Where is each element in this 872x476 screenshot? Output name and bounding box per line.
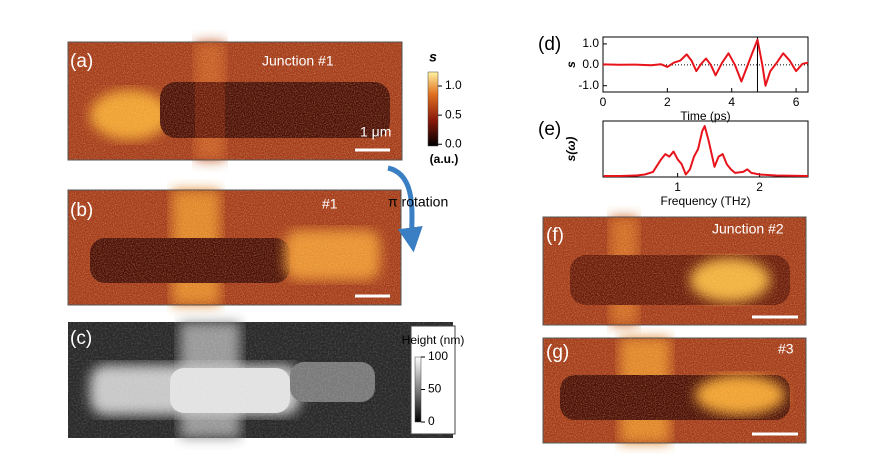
image-label: Junction #2 xyxy=(712,221,784,237)
image-g xyxy=(542,337,807,444)
data-line xyxy=(602,38,809,87)
image-label: Junction #1 xyxy=(262,53,334,69)
image-c xyxy=(68,322,456,438)
colorbar-unit: (a.u.) xyxy=(430,152,459,166)
colorbar xyxy=(427,71,439,147)
image-label: #3 xyxy=(778,341,794,357)
panel-label: (c) xyxy=(70,328,92,349)
y-tick-label: 0.0 xyxy=(582,57,599,71)
panel-label: (e) xyxy=(538,119,561,140)
x-tick-label: 4 xyxy=(728,95,735,109)
panel-label: (f) xyxy=(546,225,564,246)
colorbar-label: Height (nm) xyxy=(402,333,465,347)
image-label: #1 xyxy=(322,196,338,212)
data-line xyxy=(603,125,809,177)
panel-label: (b) xyxy=(70,200,93,221)
image-a xyxy=(67,41,403,161)
x-tick-label: 1 xyxy=(674,180,681,194)
y-axis-label: s xyxy=(564,61,578,68)
panel-label: (a) xyxy=(70,51,93,72)
plot-frame xyxy=(602,120,809,178)
y-axis-label: s(ω) xyxy=(564,137,578,162)
scale-bar-label: 1 μm xyxy=(360,124,391,140)
y-tick-label: -1.0 xyxy=(578,78,599,92)
x-axis-label: Time (ps) xyxy=(680,109,730,123)
colorbar-tick-label: 50 xyxy=(428,382,442,396)
colorbar-label: s xyxy=(429,49,437,65)
x-tick-label: 2 xyxy=(664,95,671,109)
x-tick-label: 2 xyxy=(756,180,763,194)
x-axis-label: Frequency (THz) xyxy=(660,194,750,208)
image-b xyxy=(67,189,402,306)
colorbar-tick-label: 0.0 xyxy=(445,136,462,150)
panel-label: (d) xyxy=(538,34,561,55)
rotation-arrow xyxy=(387,165,423,253)
colorbar-tick-label: 1.0 xyxy=(445,78,462,92)
colorbar-tick-label: 0 xyxy=(428,414,435,428)
panel-label: (g) xyxy=(546,342,569,363)
image-f xyxy=(542,216,807,326)
x-tick-label: 6 xyxy=(793,95,800,109)
y-tick-label: 1.0 xyxy=(582,36,599,50)
colorbar-tick-label: 0.5 xyxy=(445,107,462,121)
rotation-label: π rotation xyxy=(388,194,448,210)
x-tick-label: 0 xyxy=(600,95,607,109)
colorbar-tick-label: 100 xyxy=(428,349,448,363)
